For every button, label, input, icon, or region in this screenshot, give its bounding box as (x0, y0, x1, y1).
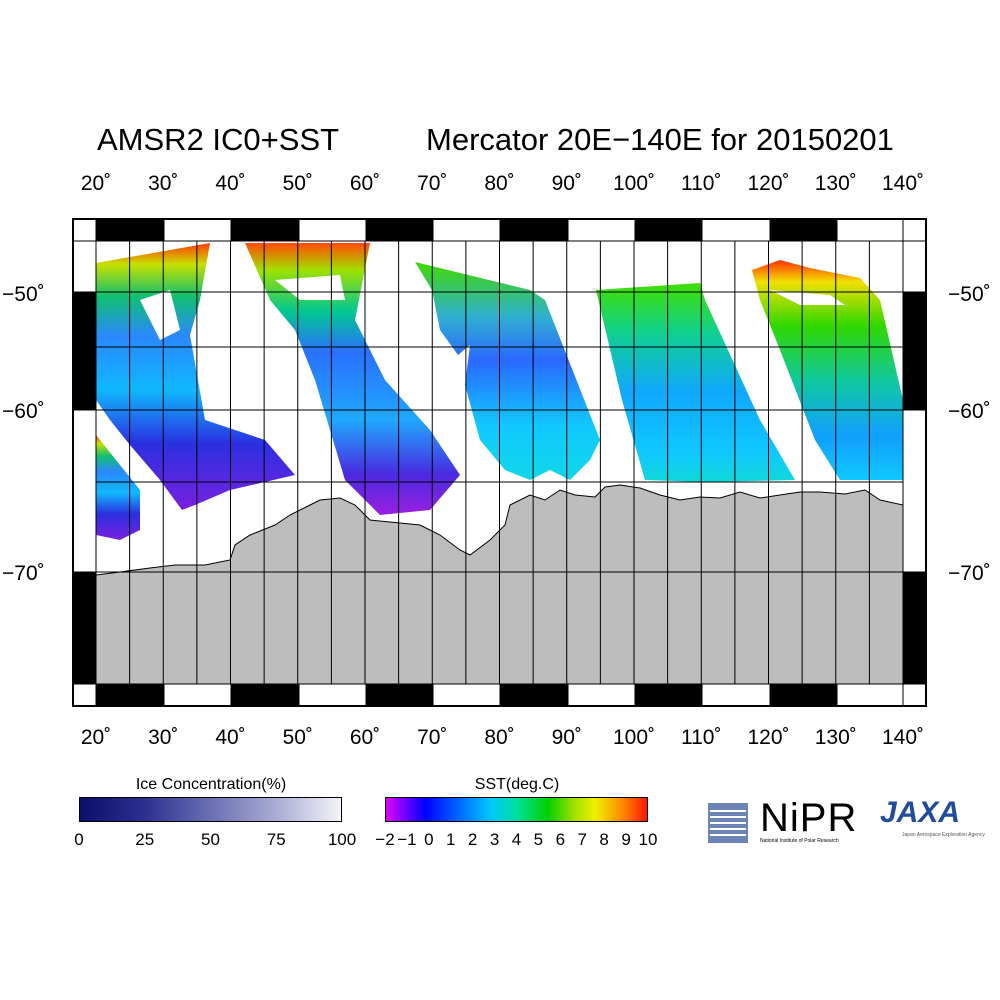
frame-bar-top (231, 219, 299, 241)
colorbar-tick-label: 5 (534, 830, 543, 850)
colorbar-tick-label: 3 (490, 830, 499, 850)
jaxa-logo-subtitle: Japan Aerospace Exploration Agency (902, 832, 985, 838)
frame-bar-top (635, 219, 702, 241)
sst-colorbar-title: SST(deg.C) (475, 776, 559, 794)
frame-bar-right (903, 572, 926, 684)
frame-bar-bottom (568, 684, 635, 706)
colorbar-tick-label: 0 (424, 830, 433, 850)
frame-bar-right (903, 410, 926, 572)
colorbar-tick-label: −1 (397, 830, 416, 850)
ice-colorbar (79, 797, 342, 822)
frame-bar-bottom (299, 684, 366, 706)
nipr-logo-icon (708, 803, 748, 843)
jaxa-logo: JAXA (880, 796, 960, 830)
colorbar-tick-label: 100 (328, 830, 356, 850)
frame-bar-left (73, 572, 96, 684)
frame-bar-bottom (770, 684, 837, 706)
frame-bar-top (299, 219, 366, 241)
frame-bar-bottom (366, 684, 433, 706)
colorbar-tick-label: 50 (201, 830, 220, 850)
frame-bar-top (164, 219, 231, 241)
frame-bar-top (433, 219, 500, 241)
nipr-logo: NiPR (760, 796, 857, 841)
frame-bar-bottom (231, 684, 299, 706)
frame-bar-bottom (433, 684, 500, 706)
colorbar-tick-label: 4 (512, 830, 521, 850)
frame-bar-left (73, 410, 96, 572)
frame-bar-bottom (635, 684, 702, 706)
frame-bar-bottom (96, 684, 164, 706)
frame-bar-bottom (164, 684, 231, 706)
colorbar-tick-label: −2 (375, 830, 394, 850)
frame-bar-bottom (500, 684, 568, 706)
nipr-logo-subtitle: National Institute of Polar Research (760, 838, 839, 844)
colorbar-tick-label: 2 (468, 830, 477, 850)
frame-bar-top (500, 219, 568, 241)
colorbar-tick-label: 10 (639, 830, 658, 850)
frame-bar-right (903, 292, 926, 410)
frame-bar-left (73, 241, 96, 292)
frame-corner (903, 219, 926, 241)
frame-bar-top (770, 219, 837, 241)
frame-corner (73, 684, 96, 706)
colorbar-tick-label: 8 (599, 830, 608, 850)
frame-bar-top (96, 219, 164, 241)
colorbar-tick-label: 1 (446, 830, 455, 850)
frame-bar-bottom (837, 684, 903, 706)
frame-corner (903, 684, 926, 706)
colorbar-tick-label: 0 (74, 830, 83, 850)
frame-corner (73, 219, 96, 241)
colorbar-tick-label: 75 (267, 830, 286, 850)
frame-bar-top (702, 219, 770, 241)
colorbar-tick-label: 7 (578, 830, 587, 850)
ice-colorbar-title: Ice Concentration(%) (136, 776, 286, 794)
frame-bar-left (73, 292, 96, 410)
frame-bar-top (837, 219, 903, 241)
frame-bar-top (366, 219, 433, 241)
colorbar-tick-label: 25 (135, 830, 154, 850)
frame-bar-right (903, 241, 926, 292)
frame-bar-top (568, 219, 635, 241)
frame-bar-bottom (702, 684, 770, 706)
sst-colorbar (385, 797, 648, 822)
colorbar-tick-label: 9 (621, 830, 630, 850)
colorbar-tick-label: 6 (556, 830, 565, 850)
